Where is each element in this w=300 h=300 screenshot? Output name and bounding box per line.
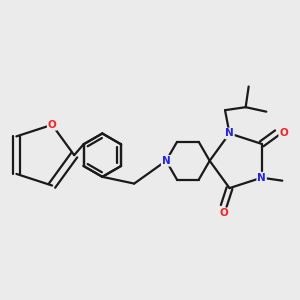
Text: N: N: [162, 156, 170, 166]
Text: N: N: [257, 173, 266, 183]
Text: O: O: [219, 208, 228, 218]
Text: O: O: [48, 120, 56, 130]
Text: O: O: [279, 128, 288, 138]
Text: N: N: [225, 128, 234, 138]
